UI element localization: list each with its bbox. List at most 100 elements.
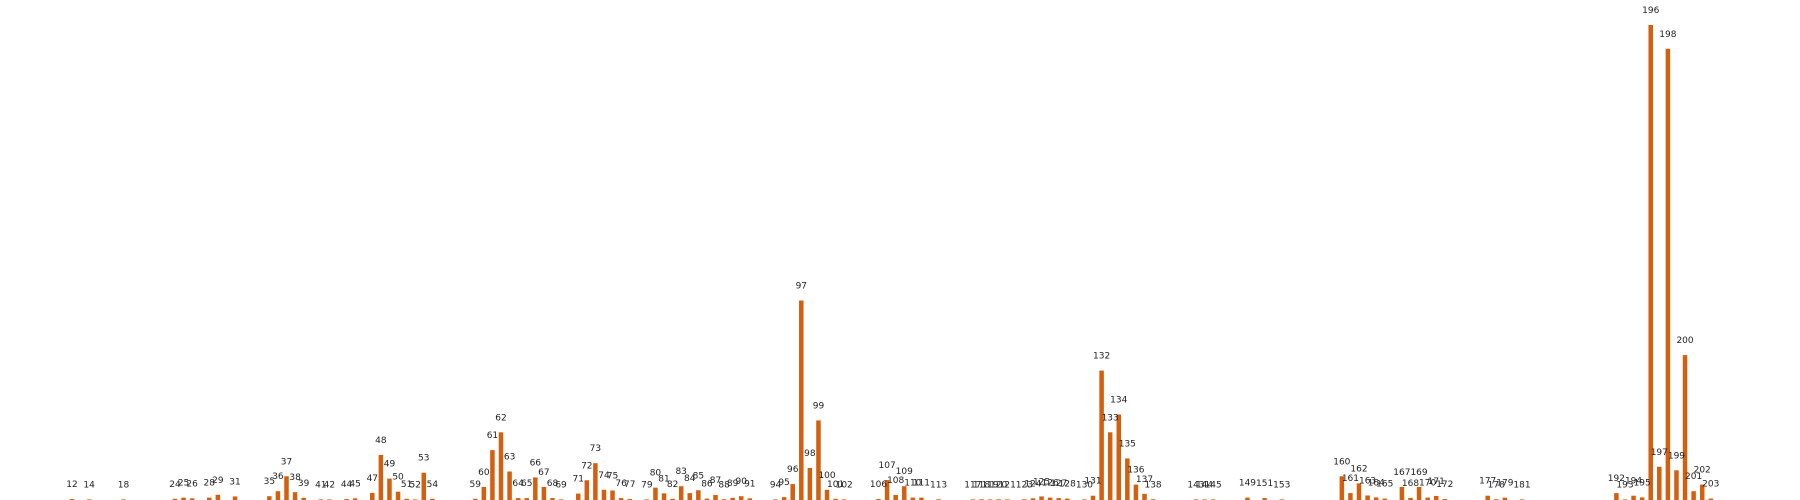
bar-label-62: 62 [495, 413, 506, 423]
bar-80 [653, 487, 658, 500]
bar-97 [799, 300, 804, 500]
bar-126 [1047, 497, 1053, 500]
bar-29 [215, 494, 221, 500]
bar-label-167: 167 [1393, 468, 1410, 478]
bar-label-124: 124 [1024, 479, 1041, 489]
bar-37 [284, 476, 289, 500]
bar-64 [515, 498, 521, 500]
bar-label-162: 162 [1350, 464, 1367, 474]
bar-74 [601, 489, 607, 500]
bar-61 [490, 450, 495, 500]
bar-label-117: 117 [964, 480, 981, 490]
bar-label-29: 29 [212, 476, 224, 486]
bar-163 [1365, 495, 1370, 500]
bar-label-113: 113 [930, 480, 947, 490]
bar-label-137: 137 [1136, 475, 1153, 485]
bar-31 [232, 496, 238, 500]
bar-38 [292, 492, 298, 500]
bar-110 [910, 497, 916, 500]
bar-label-83: 83 [675, 467, 686, 477]
bar-label-171: 171 [1428, 477, 1445, 487]
bar-label-135: 135 [1119, 439, 1136, 449]
bar-171 [1433, 495, 1439, 500]
bar-label-169: 169 [1410, 468, 1427, 478]
bar-label-42: 42 [324, 480, 335, 490]
bar-label-76: 76 [615, 479, 627, 489]
bar-81 [661, 493, 667, 500]
bar-63 [507, 471, 512, 500]
bar-label-25: 25 [178, 479, 189, 489]
bar-label-202: 202 [1694, 466, 1711, 476]
bar-196 [1648, 25, 1653, 500]
bar-47 [370, 492, 375, 500]
bar-label-82: 82 [667, 480, 678, 490]
bar-label-35: 35 [264, 477, 275, 487]
bar-label-86: 86 [701, 480, 713, 490]
bar-label-165: 165 [1376, 480, 1393, 490]
bar-35 [267, 496, 272, 500]
bar-179 [1502, 497, 1508, 500]
bar-162 [1356, 483, 1362, 500]
bar-label-100: 100 [818, 471, 835, 481]
bar-label-138: 138 [1144, 480, 1161, 490]
bar-135 [1125, 458, 1130, 500]
bar-48 [378, 454, 384, 500]
bar-label-31: 31 [229, 477, 240, 487]
bar-49 [387, 478, 392, 500]
bar-label-160: 160 [1333, 457, 1350, 467]
bar-label-181: 181 [1513, 480, 1530, 490]
bar-label-199: 199 [1668, 451, 1685, 461]
bar-label-132: 132 [1093, 352, 1110, 362]
bar-200 [1682, 355, 1688, 500]
bar-label-201: 201 [1685, 472, 1702, 482]
bar-label-131: 131 [1084, 477, 1101, 487]
bar-24 [172, 498, 178, 500]
bar-label-64: 64 [512, 479, 524, 489]
bar-136 [1133, 484, 1139, 500]
bar-label-194: 194 [1625, 477, 1642, 487]
bar-75 [610, 490, 615, 500]
bar-label-53: 53 [418, 454, 429, 464]
bar-label-193: 193 [1616, 480, 1633, 490]
bar-label-144: 144 [1196, 480, 1213, 490]
bar-109 [902, 486, 907, 500]
bar-label-179: 179 [1496, 479, 1513, 489]
bar-label-127: 127 [1050, 479, 1067, 489]
bar-label-134: 134 [1110, 396, 1127, 406]
bar-label-98: 98 [804, 449, 816, 459]
bar-83 [678, 486, 684, 500]
bar-label-47: 47 [367, 474, 378, 484]
bar-65 [524, 498, 529, 500]
bar-label-51: 51 [401, 480, 412, 490]
bar-label-119: 119 [981, 480, 998, 490]
bar-192 [1614, 493, 1619, 500]
bar-133 [1107, 432, 1113, 500]
bar-label-38: 38 [289, 473, 301, 483]
bar-label-195: 195 [1634, 478, 1651, 488]
bar-label-95: 95 [778, 478, 789, 488]
bar-89 [730, 497, 735, 500]
bar-76 [618, 498, 624, 500]
bar-label-75: 75 [607, 472, 618, 482]
bar-82 [670, 498, 675, 500]
bar-label-151: 151 [1256, 479, 1273, 489]
bar-label-28: 28 [204, 479, 216, 489]
bar-137 [1142, 493, 1147, 500]
bar-101 [833, 498, 838, 500]
bar-label-69: 69 [555, 480, 567, 490]
bar-39 [301, 497, 306, 500]
bar-203 [1708, 498, 1714, 500]
bar-127 [1056, 498, 1061, 500]
bar-label-197: 197 [1651, 448, 1668, 458]
bar-168 [1408, 497, 1413, 500]
bar-label-121: 121 [999, 480, 1016, 490]
bar-202 [1699, 484, 1705, 500]
bar-label-61: 61 [487, 431, 498, 441]
bar-149 [1245, 497, 1250, 500]
bar-177 [1485, 495, 1490, 500]
bar-73 [593, 463, 598, 500]
bar-91 [747, 498, 753, 500]
bar-label-130: 130 [1076, 480, 1093, 490]
bar-label-126: 126 [1042, 479, 1059, 489]
bar-25 [181, 497, 186, 500]
